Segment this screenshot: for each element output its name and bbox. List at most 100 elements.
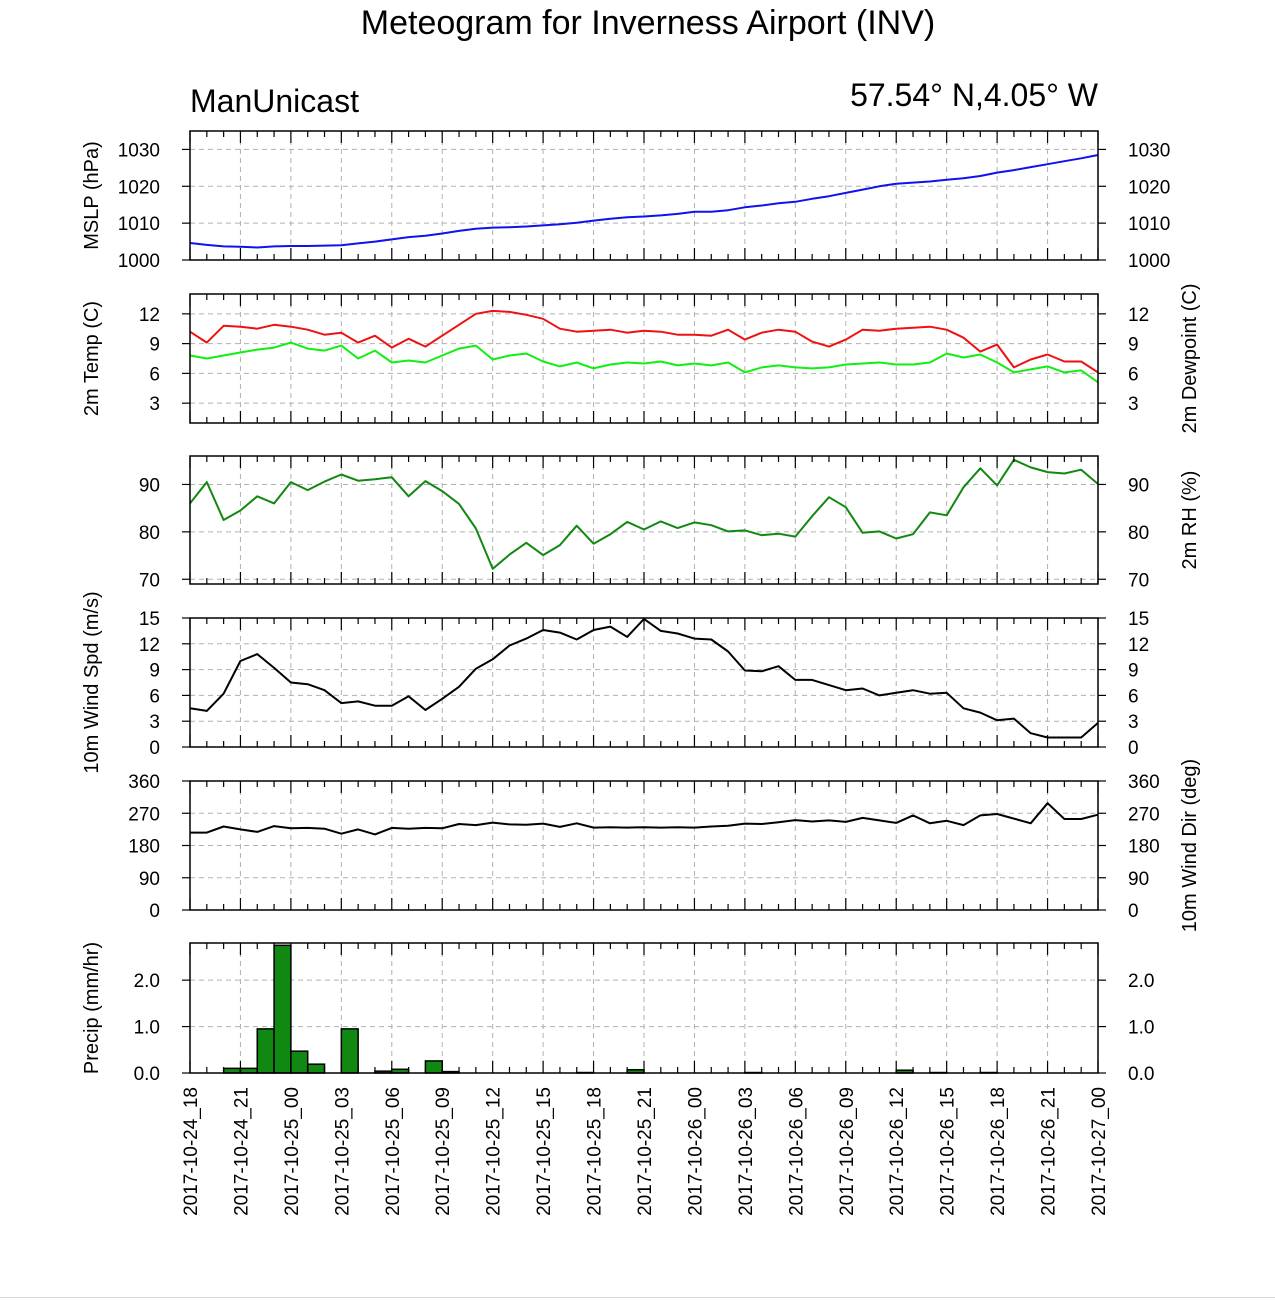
model-label: ManUnicast [190,83,359,119]
panel-rh: 70 70 80 80 90 90 2m RH (%) [139,455,1201,591]
temp-line [189,309,1099,374]
precip-bar [273,944,292,1074]
y-axis-title-right: 2m Dewpoint (C) [1179,283,1201,433]
y-tick-label-left: 3 [149,394,160,415]
y-tick-label-right: 1.0 [1128,1018,1154,1039]
y-tick-label-right: 6 [1128,686,1139,707]
location-label: 57.54° N,4.05° W [850,77,1099,113]
y-axis-title-left: MSLP (hPa) [81,141,103,250]
y-tick-label-left: 9 [149,661,160,682]
y-axis-title-left: 10m Wind Spd (m/s) [81,591,103,773]
x-tick-label: 2017-10-25_09 [433,1087,454,1216]
y-tick-label-right: 9 [1128,661,1139,682]
y-tick-label-right: 2.0 [1128,971,1154,992]
x-tick-label: 2017-10-25_12 [484,1087,505,1216]
x-tick-label: 2017-10-26_15 [938,1087,959,1216]
y-tick-label-right: 90 [1128,869,1149,890]
y-tick-label-left: 270 [128,804,160,825]
y-tick-label-right: 12 [1128,305,1149,326]
y-tick-label-left: 1030 [118,140,160,161]
x-tick-label: 2017-10-26_18 [988,1087,1009,1216]
y-axis-title-right: 2m RH (%) [1179,471,1201,570]
y-tick-label-left: 80 [139,523,160,544]
mslp-line [189,154,1099,249]
y-tick-label-right: 90 [1128,475,1149,496]
x-tick-label: 2017-10-26_00 [685,1087,706,1216]
temp-line [189,341,1099,384]
y-tick-label-right: 70 [1128,570,1149,591]
y-tick-label-right: 0 [1128,901,1139,922]
y-tick-label-right: 9 [1128,335,1139,356]
x-tick-label: 2017-10-25_18 [585,1087,606,1216]
x-tick-label: 2017-10-27_00 [1089,1087,1110,1216]
y-tick-label-left: 15 [139,609,160,630]
x-tick-label: 2017-10-25_21 [635,1087,656,1216]
x-tick-label: 2017-10-26_06 [786,1087,807,1216]
y-tick-label-left: 6 [149,686,160,707]
x-tick-label: 2017-10-26_12 [887,1087,908,1216]
y-tick-label-left: 1.0 [134,1018,160,1039]
panel-mslp: 1000 1000 1010 1010 1020 1020 1030 1030 MSLP (hP… [81,130,1170,272]
wind_dir-line [190,802,1099,836]
y-tick-label-right: 180 [1128,837,1160,858]
panel-precip: 0.0 0.0 1.0 1.0 2.0 2.0 Precip (mm/hr) [81,942,1154,1085]
precip-bar [290,1050,309,1074]
x-tick-label: 2017-10-24_18 [181,1087,202,1216]
y-tick-label-right: 12 [1128,635,1149,656]
x-tick-label: 2017-10-26_03 [736,1087,757,1216]
y-tick-label-left: 12 [139,635,160,656]
y-tick-label-left: 6 [149,364,160,385]
y-tick-label-right: 1010 [1128,214,1170,235]
y-tick-label-right: 3 [1128,394,1139,415]
y-tick-label-left: 0 [149,738,160,759]
x-tick-label: 2017-10-25_00 [282,1087,303,1216]
x-tick-label: 2017-10-26_09 [837,1087,858,1216]
y-axis-title-left: Precip (mm/hr) [81,942,103,1074]
y-tick-label-right: 1000 [1128,251,1170,272]
x-tick-label: 2017-10-25_06 [383,1087,404,1216]
panel-wind_spd: 0 0 3 3 6 6 9 9 12 12 15 15 10m Wind Spd (m/s) [81,591,1149,773]
y-tick-label-left: 360 [128,772,160,793]
y-axis-title-right: 10m Wind Dir (deg) [1179,759,1201,932]
precip-bar [340,1028,359,1074]
y-tick-label-left: 0 [149,901,160,922]
y-tick-label-right: 0 [1128,738,1139,759]
y-tick-label-left: 1010 [118,214,160,235]
y-tick-label-right: 1020 [1128,177,1170,198]
panels: 1000 1000 1010 1010 1020 1020 1030 1030 MSLP (hP… [81,130,1201,1085]
panel-wind_dir: 0 0 90 90 180 180 270 270 360 360 10m Wind Dir (de… [128,759,1201,932]
precip-bar [306,1063,326,1074]
y-tick-label-right: 270 [1128,804,1160,825]
x-axis: 2017-10-24_18 2017-10-24_21 2017-10-25_00 2… [181,1087,1110,1216]
y-tick-label-right: 1030 [1128,140,1170,161]
y-tick-label-left: 70 [139,570,160,591]
y-tick-label-left: 9 [149,335,160,356]
x-tick-label: 2017-10-25_03 [332,1087,353,1216]
y-tick-label-left: 180 [128,837,160,858]
panel-temp: 3 3 6 6 9 9 12 12 2m Temp (C) 2m Dewpoint (C) [81,283,1201,433]
y-tick-label-left: 90 [139,869,160,890]
chart-title: Meteogram for Inverness Airport (INV) [361,4,935,42]
y-tick-label-left: 3 [149,712,160,733]
y-tick-label-right: 3 [1128,712,1139,733]
bottom-rule [0,1297,1275,1298]
y-tick-label-left: 1020 [118,177,160,198]
y-axis-title-left: 2m Temp (C) [81,301,103,416]
x-tick-label: 2017-10-24_21 [231,1087,252,1216]
x-tick-label: 2017-10-26_21 [1039,1087,1060,1216]
y-tick-label-left: 1000 [118,251,160,272]
y-tick-label-left: 12 [139,305,160,326]
y-tick-label-left: 90 [139,475,160,496]
precip-bar [424,1060,443,1074]
y-tick-label-right: 0.0 [1128,1064,1154,1085]
precip-bar [256,1028,275,1074]
x-tick-label: 2017-10-25_15 [534,1087,555,1216]
y-tick-label-right: 15 [1128,609,1149,630]
rh-line [189,458,1099,570]
y-tick-label-right: 360 [1128,772,1160,793]
y-tick-label-left: 2.0 [134,971,160,992]
y-tick-label-right: 6 [1128,364,1139,385]
y-tick-label-right: 80 [1128,523,1149,544]
y-tick-label-left: 0.0 [134,1064,160,1085]
